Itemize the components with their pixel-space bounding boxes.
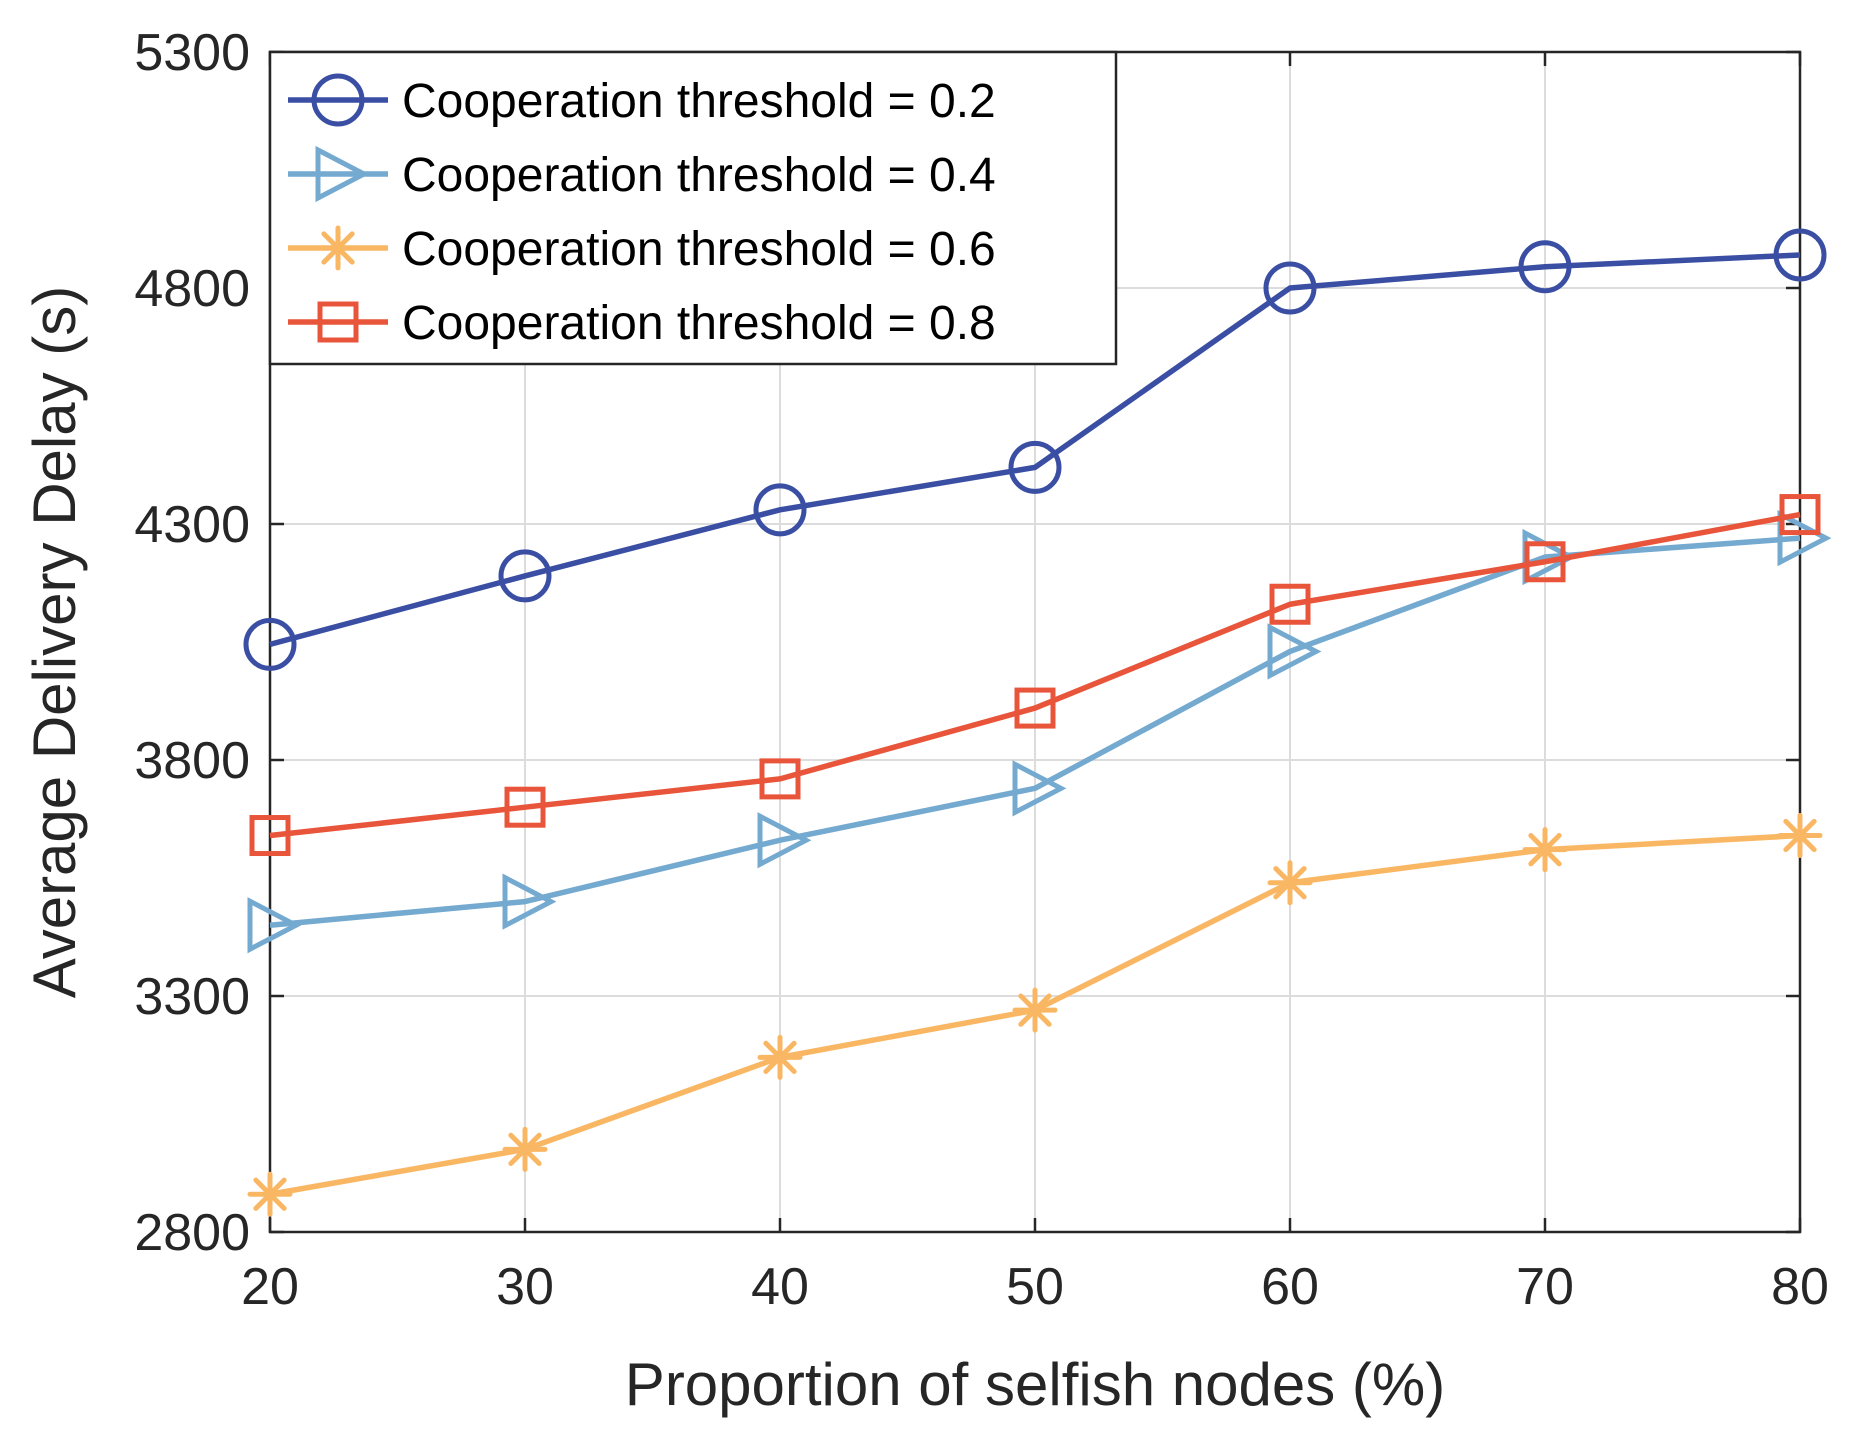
data-point xyxy=(504,786,546,828)
data-point xyxy=(502,873,557,930)
series-line xyxy=(269,535,1801,928)
legend-box xyxy=(268,50,1118,366)
asterisk-stroke xyxy=(1018,993,1052,1027)
data-point xyxy=(1773,228,1827,282)
legend-entry: Cooperation threshold = 0.4 xyxy=(288,145,996,203)
data-point xyxy=(1267,623,1322,680)
data-point xyxy=(753,483,807,537)
asterisk-stroke xyxy=(253,1177,287,1211)
legend-label: Cooperation threshold = 0.6 xyxy=(402,223,996,276)
y-tick-label: 2800 xyxy=(134,1204,250,1262)
data-point xyxy=(1524,541,1566,583)
data-point xyxy=(1779,494,1821,536)
data-point xyxy=(759,758,801,800)
data-point xyxy=(247,897,302,954)
data-point xyxy=(247,1171,293,1217)
legend-marker xyxy=(311,73,365,127)
legend-marker xyxy=(315,225,361,271)
y-axis-label: Average Delivery Delay (s) xyxy=(21,286,88,998)
x-tick-labels: 20 30 40 50 60 70 80 xyxy=(241,1258,1829,1316)
y-tick-label: 4300 xyxy=(134,496,250,554)
y-tick-label: 3300 xyxy=(134,968,250,1026)
series-4 xyxy=(249,494,1821,857)
series-line xyxy=(269,511,1801,839)
legend-marker xyxy=(315,145,370,203)
data-point xyxy=(498,549,552,603)
legend-label: Cooperation threshold = 0.8 xyxy=(402,297,996,350)
data-point xyxy=(1014,687,1056,729)
series-2 xyxy=(247,510,1832,954)
asterisk-stroke xyxy=(321,231,355,265)
data-point xyxy=(757,1034,803,1080)
y-tick-label: 5300 xyxy=(134,24,250,82)
x-tick-label: 50 xyxy=(1006,1258,1064,1316)
legend-entry: Cooperation threshold = 0.8 xyxy=(288,297,996,350)
data-point xyxy=(243,617,297,671)
data-point xyxy=(1012,760,1067,817)
data-point xyxy=(1263,261,1317,315)
data-point xyxy=(1269,583,1311,625)
legend-label: Cooperation threshold = 0.2 xyxy=(402,75,996,128)
data-point xyxy=(1777,510,1832,567)
legend: Cooperation threshold = 0.2 Cooperation t… xyxy=(268,50,1118,366)
x-tick-label: 60 xyxy=(1261,1258,1319,1316)
series-3 xyxy=(247,813,1823,1217)
data-point xyxy=(1518,240,1572,294)
asterisk-stroke xyxy=(1528,833,1562,867)
data-point xyxy=(502,1126,548,1172)
x-tick-label: 80 xyxy=(1771,1258,1829,1316)
data-point xyxy=(1008,440,1062,494)
series-1 xyxy=(243,228,1827,671)
data-point xyxy=(249,815,291,857)
legend-marker xyxy=(317,301,359,343)
x-tick-label: 70 xyxy=(1516,1258,1574,1316)
data-point xyxy=(757,812,812,869)
legend-label: Cooperation threshold = 0.4 xyxy=(402,149,996,202)
y-tick-labels: 2800 3300 3800 4300 4800 5300 xyxy=(134,24,250,1262)
data-point xyxy=(1267,860,1313,906)
data-point xyxy=(1777,813,1823,859)
series xyxy=(243,228,1832,1217)
x-tick-label: 30 xyxy=(496,1258,554,1316)
y-tick-label: 3800 xyxy=(134,732,250,790)
asterisk-stroke xyxy=(763,1040,797,1075)
data-point xyxy=(1522,827,1568,873)
series-line xyxy=(269,252,1801,648)
data-point xyxy=(1012,987,1058,1033)
y-tick-label: 4800 xyxy=(134,260,250,318)
asterisk-stroke xyxy=(508,1132,542,1167)
x-tick-label: 20 xyxy=(241,1258,299,1316)
x-axis-label: Proportion of selfish nodes (%) xyxy=(625,1351,1445,1418)
legend-entry: Cooperation threshold = 0.2 xyxy=(288,73,996,128)
legend-entry: Cooperation threshold = 0.6 xyxy=(288,223,996,276)
x-tick-label: 40 xyxy=(751,1258,809,1316)
asterisk-stroke xyxy=(1273,866,1307,900)
asterisk-stroke xyxy=(1783,818,1817,853)
